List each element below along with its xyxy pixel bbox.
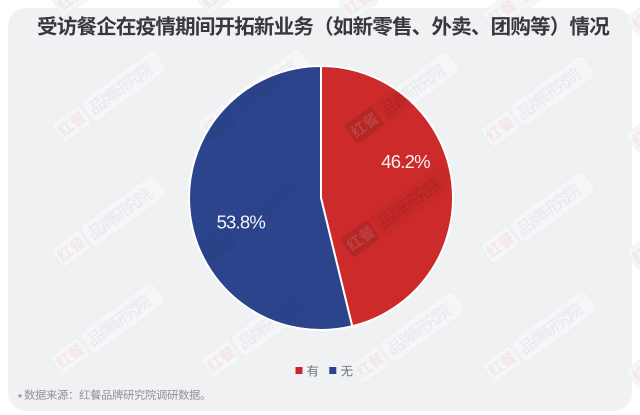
svg-text:53.8%: 53.8% (217, 212, 266, 233)
svg-text:46.2%: 46.2% (381, 151, 430, 172)
